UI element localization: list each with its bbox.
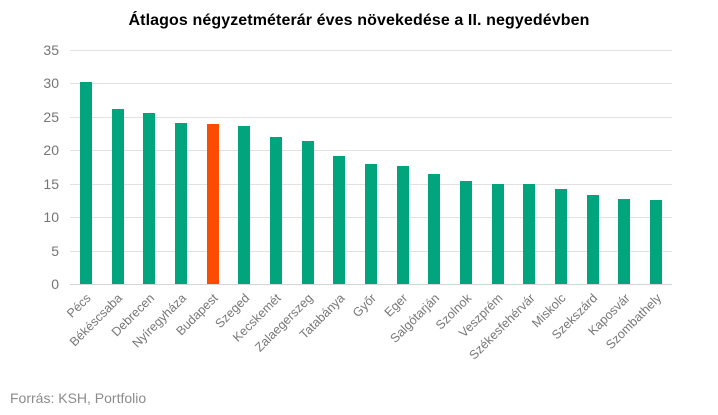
y-tick-label: 5: [51, 242, 59, 259]
bar: [618, 199, 631, 284]
x-axis-line: [70, 284, 672, 285]
bar: [301, 140, 314, 284]
gridline: [70, 150, 672, 152]
bar: [111, 108, 124, 284]
x-axis-label: Győr: [349, 291, 379, 321]
y-tick-label: 0: [51, 276, 59, 292]
gridline: [70, 116, 672, 118]
bar: [523, 184, 536, 284]
y-tick-label: 35: [43, 42, 59, 58]
bar: [79, 82, 92, 284]
y-tick-label: 20: [43, 142, 59, 159]
bar: [269, 136, 282, 284]
bar: [396, 165, 409, 284]
bar-highlighted: [206, 123, 219, 284]
bar: [143, 112, 156, 284]
bar: [174, 122, 187, 284]
bar: [333, 156, 346, 284]
gridline: [70, 50, 672, 51]
bar: [460, 181, 473, 284]
chart-title: Átlagos négyzetméterár éves növekedése a…: [128, 12, 590, 29]
bar: [586, 195, 599, 284]
y-tick-label: 15: [43, 175, 59, 192]
y-tick-label: 10: [43, 209, 59, 226]
y-tick-label: 30: [43, 75, 59, 92]
bar: [650, 199, 663, 284]
source-note: Forrás: KSH, Portfolio: [10, 390, 147, 406]
bar: [428, 173, 441, 284]
bar: [491, 183, 504, 284]
bar: [365, 163, 377, 284]
gridline: [70, 83, 672, 85]
bar: [555, 189, 568, 284]
bar: [238, 125, 251, 284]
y-tick-label: 25: [43, 108, 59, 125]
plot-area: 0 5 10 15 20 25 30 35 Pécs Békéscsaba Debrecen Nyír…: [43, 42, 672, 362]
